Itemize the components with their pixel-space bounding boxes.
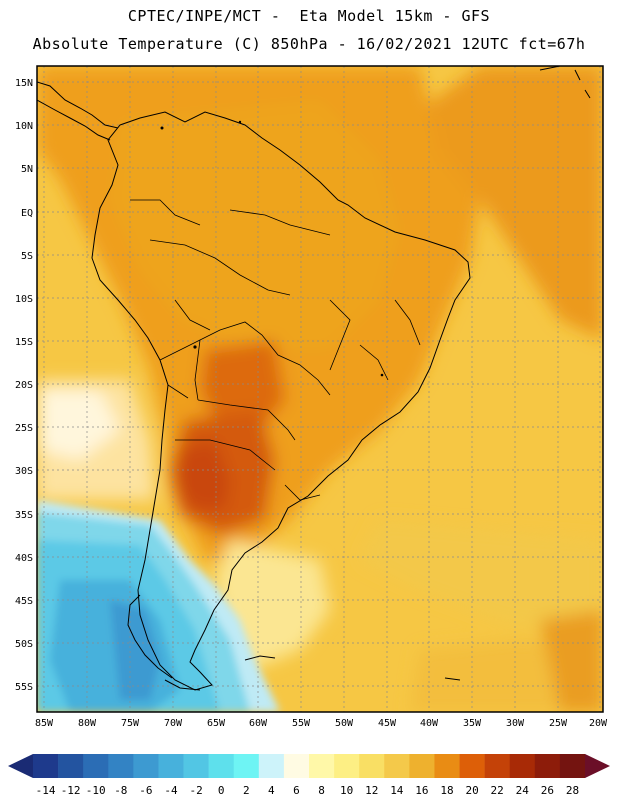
lat-tick: 10S	[15, 294, 33, 305]
colorbar-cell	[58, 754, 84, 778]
lat-tick: 35S	[15, 510, 33, 521]
colorbar-label: -4	[164, 784, 178, 797]
lat-tick: 15S	[15, 337, 33, 348]
colorbar-label: -14	[36, 784, 56, 797]
colorbar-cell	[258, 754, 285, 778]
colorbar-cell	[484, 754, 511, 778]
colorbar-cell	[283, 754, 310, 778]
lon-tick: 60W	[249, 718, 268, 729]
lakes	[160, 120, 384, 377]
colorbar-label: -10	[86, 784, 106, 797]
colorbar-cell	[83, 754, 109, 778]
colorbar-low-arrow	[8, 754, 33, 778]
lat-tick: 55S	[15, 682, 33, 693]
colorbar-cell	[233, 754, 260, 778]
colorbar-label: 22	[491, 784, 504, 797]
lon-tick: 75W	[121, 718, 140, 729]
lat-tick: 5N	[21, 164, 33, 175]
colorbar-label: 26	[541, 784, 554, 797]
lon-tick: 70W	[164, 718, 183, 729]
longitude-axis: 85W 80W 75W 70W 65W 60W 55W 50W 45W 40W …	[35, 718, 608, 729]
lat-tick: 20S	[15, 380, 33, 391]
lon-tick: 35W	[463, 718, 482, 729]
temperature-map: 15N 10N 5N EQ 5S 10S 15S 20S 25S 30S 35S…	[15, 65, 608, 729]
graticule	[37, 66, 603, 712]
colorbar-cell	[459, 754, 485, 778]
lon-tick: 45W	[378, 718, 397, 729]
colorbar-label: -6	[139, 784, 152, 797]
country-borders	[130, 199, 421, 501]
colorbar-cell	[334, 754, 360, 778]
colorbar-label: 16	[415, 784, 428, 797]
map-frame	[36, 65, 604, 713]
colorbar-cell	[409, 754, 435, 778]
colorbar-labels: -14 -12 -10 -8 -6 -4 -2 0 2 4 6 8 10 12 14 16 18 20 22 24 26…	[36, 784, 579, 797]
lat-tick: 45S	[15, 596, 33, 607]
lat-tick: 40S	[15, 553, 33, 564]
lon-tick: 40W	[420, 718, 439, 729]
lat-tick: 50S	[15, 639, 33, 650]
colorbar-cell	[509, 754, 536, 778]
colorbar-cell	[33, 754, 59, 778]
colorbar-cell	[108, 754, 134, 778]
lon-tick: 20W	[589, 718, 608, 729]
colorbar-cells	[33, 754, 586, 778]
lat-tick: 15N	[15, 78, 33, 89]
lon-tick: 55W	[292, 718, 311, 729]
colorbar-high-arrow	[585, 754, 610, 778]
lat-tick: 30S	[15, 466, 33, 477]
chart-title-line-2: Absolute Temperature (C) 850hPa - 16/02/…	[32, 35, 586, 53]
colorbar-cell	[183, 754, 209, 778]
colorbar-label: 12	[365, 784, 378, 797]
color-scale-legend: -14 -12 -10 -8 -6 -4 -2 0 2 4 6 8 10 12 14 16 18 20 22 24 26…	[8, 754, 610, 797]
colorbar-cell	[133, 754, 159, 778]
colorbar-label: 2	[243, 784, 250, 797]
lat-tick: 25S	[15, 423, 33, 434]
colorbar-cell	[359, 754, 385, 778]
colorbar-label: 24	[516, 784, 530, 797]
colorbar-cell	[208, 754, 235, 778]
colorbar-label: -8	[114, 784, 127, 797]
lon-tick: 25W	[549, 718, 568, 729]
lat-tick: EQ	[21, 208, 33, 219]
colorbar-label: 10	[340, 784, 353, 797]
lon-tick: 85W	[35, 718, 54, 729]
colorbar-label: -2	[189, 784, 202, 797]
colorbar-label: -12	[61, 784, 81, 797]
colorbar-label: 8	[318, 784, 325, 797]
lat-tick: 5S	[21, 251, 33, 262]
colorbar-label: 18	[440, 784, 453, 797]
central-america-coastline	[37, 81, 119, 141]
latitude-axis: 15N 10N 5N EQ 5S 10S 15S 20S 25S 30S 35S…	[15, 78, 33, 693]
colorbar-cell	[158, 754, 184, 778]
lon-tick: 65W	[207, 718, 226, 729]
colorbar-label: 0	[218, 784, 225, 797]
colorbar-cell	[309, 754, 335, 778]
colorbar-label: 14	[390, 784, 404, 797]
patagonia-islands	[127, 594, 461, 691]
colorbar-cell	[534, 754, 561, 778]
lon-tick: 50W	[335, 718, 354, 729]
chart-title-line-1: CPTEC/INPE/MCT - Eta Model 15km - GFS	[127, 7, 491, 25]
lon-tick: 30W	[506, 718, 525, 729]
colorbar-cell	[559, 754, 586, 778]
colorbar-label: 4	[268, 784, 275, 797]
colorbar-label: 20	[465, 784, 478, 797]
temperature-field-shading	[37, 66, 603, 712]
colorbar-cell	[434, 754, 460, 778]
lon-tick: 80W	[78, 718, 97, 729]
colorbar-cell	[384, 754, 410, 778]
lat-tick: 10N	[15, 121, 33, 132]
colorbar-label: 28	[566, 784, 579, 797]
colorbar-label: 6	[293, 784, 300, 797]
